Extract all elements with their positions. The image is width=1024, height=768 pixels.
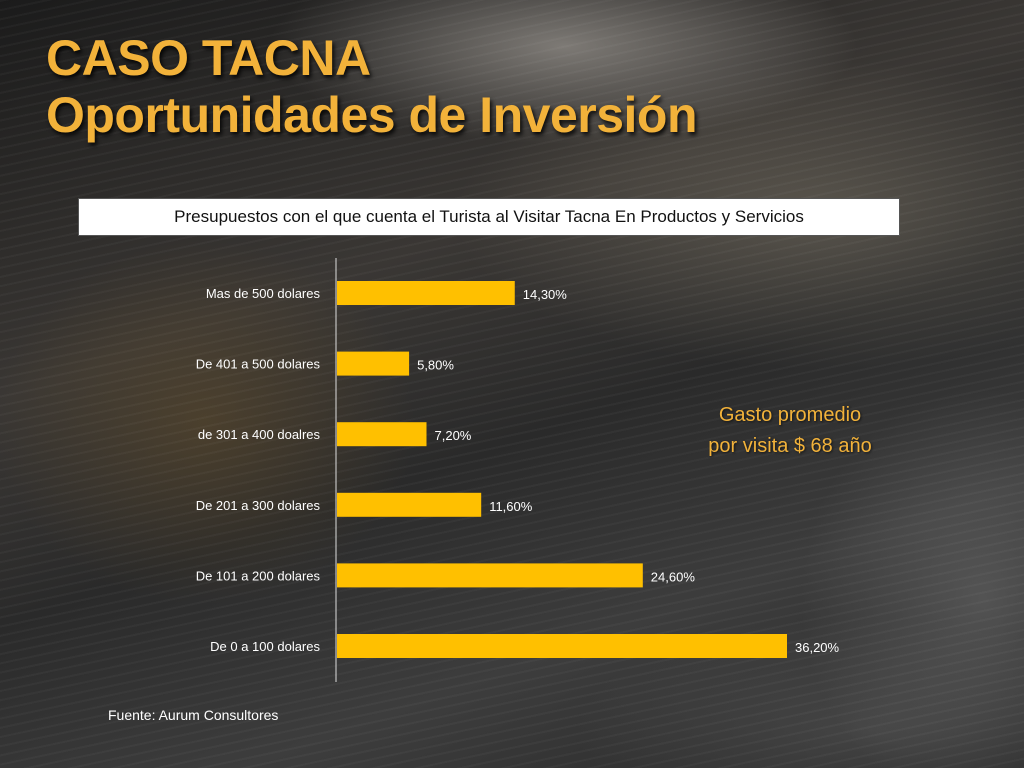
slide-title: CASO TACNA Oportunidades de Inversión [46,30,698,144]
bar [337,281,515,305]
note-line-1: Gasto promedio [718,404,862,426]
title-line-2: Oportunidades de Inversión [46,87,698,143]
data-label: 5,80% [417,358,454,373]
note-line-2: por visita $ 68 año [708,435,872,457]
title-line-1: CASO TACNA [46,30,371,86]
data-label: 11,60% [489,499,533,514]
bar [337,492,482,517]
category-label: De 201 a 300 dolares [196,498,321,513]
data-label: 7,20% [435,428,472,443]
bar [337,563,643,588]
data-label: 36,20% [795,640,840,655]
data-label: 14,30% [523,287,568,302]
source-note: Fuente: Aurum Consultores [108,707,279,723]
category-label: De 0 a 100 dolares [210,639,320,654]
category-label: Mas de 500 dolares [206,286,321,301]
category-label: De 401 a 500 dolares [196,357,321,372]
chart-title: Presupuestos con el que cuenta el Turist… [78,198,900,236]
category-label: De 101 a 200 dolares [196,568,321,583]
bar [337,351,410,376]
data-label: 24,60% [651,569,696,584]
average-spend-note: Gasto promedio por visita $ 68 año [690,400,890,462]
bar [337,422,427,447]
category-label: de 301 a 400 doalres [198,427,321,442]
bar [337,634,787,658]
